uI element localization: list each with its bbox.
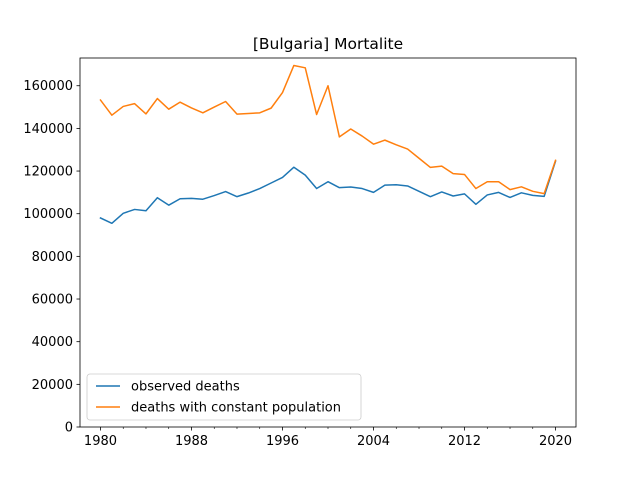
x-tick-label: 1980 bbox=[84, 434, 117, 449]
series-line-1 bbox=[99, 160, 557, 225]
y-tick-label: 0 bbox=[65, 421, 73, 436]
x-tick-label: 2004 bbox=[357, 434, 390, 449]
y-tick-label: 160000 bbox=[23, 79, 73, 94]
y-tick-label: 80000 bbox=[32, 250, 73, 265]
legend: observed deaths deaths with constant popu… bbox=[86, 373, 362, 421]
axes: 0 20000 40000 60000 80000 100000 120000 140000 1… bbox=[23, 57, 577, 449]
x-tick-label: 2012 bbox=[448, 434, 481, 449]
x-tick-label: 1988 bbox=[175, 434, 208, 449]
plot-area bbox=[99, 64, 557, 225]
y-tick-label: 140000 bbox=[23, 122, 73, 137]
y-tick-label: 40000 bbox=[32, 335, 73, 350]
y-tick-label: 20000 bbox=[32, 378, 73, 393]
legend-label-2: deaths with constant population bbox=[131, 401, 341, 416]
legend-label-1: observed deaths bbox=[131, 380, 240, 395]
y-tick-label: 120000 bbox=[23, 165, 73, 180]
x-tick-label: 2020 bbox=[539, 434, 572, 449]
chart-title: [Bulgaria] Mortalite bbox=[253, 35, 403, 53]
series-line-2 bbox=[99, 64, 557, 195]
x-tick-label: 1996 bbox=[266, 434, 299, 449]
y-tick-label: 100000 bbox=[23, 207, 73, 222]
legend-box bbox=[86, 373, 362, 421]
y-tick-label: 60000 bbox=[32, 293, 73, 308]
